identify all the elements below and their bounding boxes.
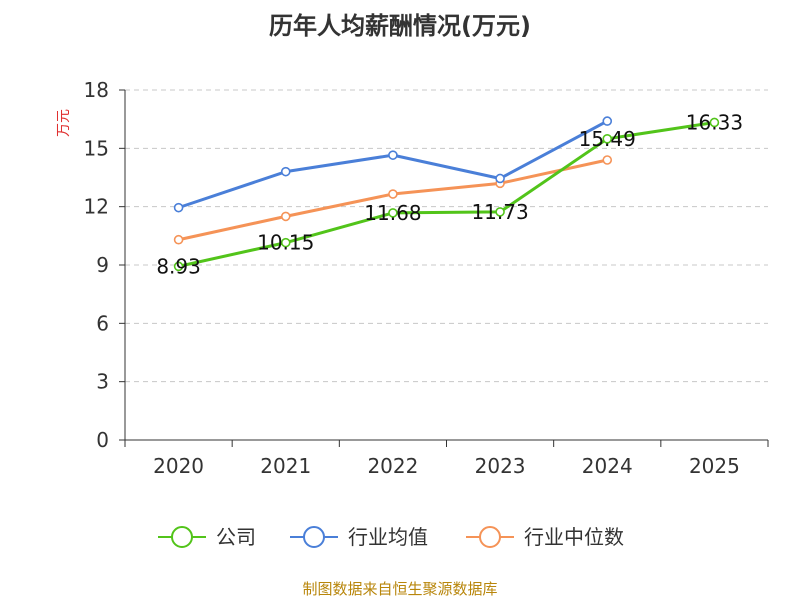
data-label: 11.73 — [471, 200, 528, 224]
y-tick-label: 9 — [96, 253, 109, 277]
x-tick-label: 2023 — [475, 454, 526, 478]
legend-marker — [303, 526, 325, 548]
y-tick-label: 6 — [96, 311, 109, 335]
y-axis-label: 万元 — [56, 109, 72, 137]
data-label: 10.15 — [257, 231, 314, 255]
data-point — [709, 117, 720, 128]
data-point — [602, 134, 613, 144]
legend-marker — [479, 526, 501, 548]
data-point — [173, 202, 184, 213]
data-label: 16.33 — [686, 110, 743, 134]
x-tick-label: 2025 — [689, 454, 740, 478]
chart-title: 历年人均薪酬情况(万元) — [269, 12, 531, 40]
data-label: 11.68 — [364, 201, 421, 225]
series-line-0 — [177, 120, 716, 268]
y-tick-label: 15 — [84, 136, 109, 160]
y-tick-label: 12 — [84, 195, 109, 219]
axes: 0 3 6 9 12 15 18 2020 2021 2022 2023 2024 2025 — [84, 78, 769, 478]
data-point — [280, 237, 291, 248]
y-tick-label: 0 — [96, 428, 109, 452]
data-point — [173, 261, 184, 272]
data-point — [173, 234, 184, 245]
data-point — [388, 208, 398, 218]
legend-label: 公司 — [216, 525, 256, 549]
source-note: 制图数据来自恒生聚源数据库 — [302, 580, 497, 598]
data-point — [388, 150, 398, 160]
data-point — [602, 155, 613, 165]
data-label: 15.49 — [579, 127, 636, 151]
x-tick-label: 2020 — [153, 454, 204, 478]
x-tick-label: 2024 — [582, 454, 633, 478]
legend-label: 行业均值 — [348, 525, 428, 549]
grid — [125, 89, 768, 383]
series-layer — [173, 116, 720, 272]
data-label: 8.93 — [156, 254, 201, 278]
data-point — [495, 207, 505, 217]
data-point — [280, 166, 291, 177]
legend-label: 行业中位数 — [524, 525, 624, 549]
data-point — [388, 189, 398, 199]
x-tick-label: 2021 — [260, 454, 311, 478]
legend[interactable]: 公司 行业均值 行业中位数 — [158, 525, 624, 549]
data-point — [280, 211, 291, 222]
data-point — [602, 116, 613, 126]
y-tick-label: 18 — [84, 78, 109, 102]
series-line-2 — [177, 158, 609, 242]
data-point — [495, 173, 505, 184]
x-tick-label: 2022 — [367, 454, 418, 478]
legend-marker — [171, 526, 193, 548]
y-tick-label: 3 — [96, 370, 109, 394]
data-labels: 8.93 10.15 11.68 11.73 15.49 16.33 — [156, 110, 743, 278]
